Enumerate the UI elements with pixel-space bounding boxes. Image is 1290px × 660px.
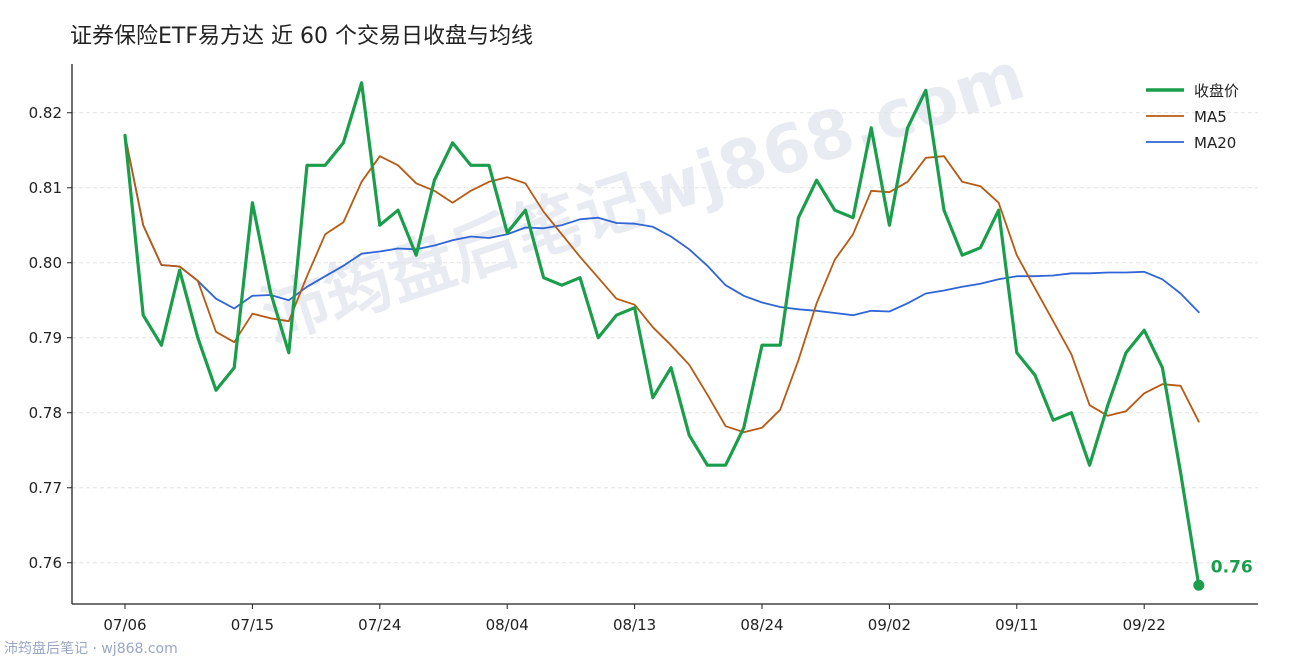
last-close-label: 0.76 — [1211, 557, 1253, 577]
legend-label: MA5 — [1194, 108, 1227, 126]
x-tick-label: 08/24 — [740, 616, 783, 634]
grid-lines — [72, 112, 1258, 564]
ma5-line — [124, 134, 1200, 434]
legend-label: MA20 — [1194, 134, 1236, 152]
y-tick-label: 0.79 — [29, 329, 62, 347]
series-lines — [123, 81, 1201, 587]
x-tick-label: 07/15 — [231, 616, 274, 634]
x-tick-label: 08/04 — [486, 616, 529, 634]
footer-credit: 沛筠盘后笔记 · wj868.com — [4, 641, 178, 657]
y-tick-label: 0.78 — [29, 404, 62, 422]
y-tick-label: 0.82 — [29, 104, 62, 122]
y-tick-label: 0.80 — [29, 254, 62, 272]
chart-title: 证券保险ETF易方达 近 60 个交易日收盘与均线 — [70, 24, 533, 49]
watermark: 沛筠盘后笔记wj868.com — [253, 37, 1034, 356]
y-tick-label: 0.76 — [29, 554, 62, 572]
y-tick-label: 0.77 — [29, 479, 62, 497]
x-axis-ticks: 07/06 07/15 07/24 08/04 08/13 08/24 09/02 09/11… — [103, 604, 1166, 634]
x-tick-label: 09/02 — [868, 616, 911, 634]
legend-label: 收盘价 — [1194, 82, 1239, 100]
axes — [71, 64, 1258, 605]
legend: 收盘价 MA5 MA20 — [1146, 82, 1239, 152]
end-point: 0.76 — [1193, 557, 1253, 591]
last-close-marker — [1193, 579, 1205, 591]
close-price-line — [123, 81, 1201, 587]
x-tick-label: 07/24 — [358, 616, 401, 634]
x-tick-label: 09/11 — [995, 616, 1038, 634]
x-tick-label: 07/06 — [103, 616, 146, 634]
ma20-line — [124, 134, 1200, 317]
x-tick-label: 08/13 — [613, 616, 656, 634]
y-axis-ticks: 0.76 0.77 0.78 0.79 0.80 0.81 0.82 — [29, 104, 72, 572]
y-tick-label: 0.81 — [29, 179, 62, 197]
x-tick-label: 09/22 — [1123, 616, 1166, 634]
